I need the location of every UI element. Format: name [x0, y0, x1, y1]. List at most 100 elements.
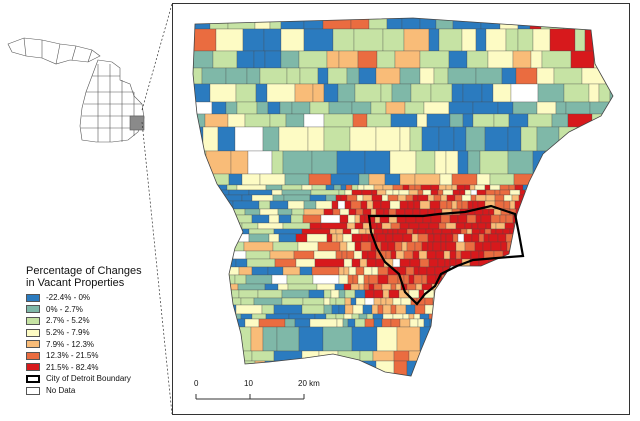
census-tract	[427, 241, 434, 252]
census-tract	[355, 266, 365, 276]
census-tract	[514, 184, 524, 191]
census-tract	[351, 258, 361, 268]
legend-class-row: 21.5% - 82.4%	[26, 362, 176, 374]
census-tract	[566, 241, 590, 252]
census-tract	[280, 28, 305, 52]
census-tract	[421, 274, 428, 285]
legend-swatch	[26, 328, 40, 337]
legend-class-row: 7.9% - 12.3%	[26, 338, 176, 350]
census-tract	[423, 101, 450, 115]
census-tract	[336, 233, 344, 243]
census-tract	[433, 233, 442, 243]
census-tract	[211, 101, 227, 115]
census-tract	[408, 189, 419, 196]
census-tract	[302, 297, 325, 306]
census-tract	[320, 214, 341, 224]
census-tract	[526, 297, 534, 306]
census-tract	[269, 200, 289, 210]
census-tract	[441, 274, 453, 285]
census-tract	[244, 318, 260, 328]
census-tract	[283, 194, 311, 202]
census-tract	[361, 189, 373, 196]
census-tract	[485, 313, 494, 320]
census-tract	[492, 83, 512, 103]
census-tract	[370, 208, 377, 216]
census-tract	[437, 189, 444, 196]
census-tract	[538, 189, 548, 196]
census-tract	[490, 228, 497, 235]
census-tract	[455, 283, 467, 291]
census-tract	[528, 208, 535, 216]
census-tract	[575, 304, 592, 315]
census-tract	[469, 274, 479, 285]
census-tract	[537, 350, 564, 362]
census-tract	[395, 304, 407, 315]
census-tract	[342, 318, 349, 328]
census-tract	[312, 83, 325, 103]
census-tract	[210, 318, 222, 328]
census-tract	[343, 313, 353, 320]
census-tract	[464, 184, 471, 191]
census-tract	[433, 67, 449, 85]
census-tract	[227, 113, 246, 128]
census-tract	[375, 360, 395, 376]
census-tract	[288, 313, 316, 320]
census-tract	[209, 18, 229, 30]
census-tract	[446, 200, 453, 210]
census-tract	[543, 250, 551, 260]
census-tract	[497, 258, 506, 268]
census-tract	[394, 241, 403, 252]
census-tract	[204, 113, 229, 128]
census-tract	[442, 304, 451, 315]
census-tract	[480, 214, 492, 224]
census-tract	[390, 222, 401, 230]
census-tract	[558, 274, 570, 285]
census-tract	[467, 200, 474, 210]
census-tract	[419, 326, 443, 352]
census-tract	[589, 101, 613, 115]
census-tract	[510, 350, 539, 362]
census-tract	[556, 313, 568, 320]
census-tract	[193, 184, 216, 191]
census-tract	[395, 250, 405, 260]
census-tract	[364, 150, 391, 175]
census-tract	[539, 228, 549, 235]
census-tract	[549, 289, 557, 299]
census-tract	[472, 101, 499, 115]
census-tract	[335, 313, 345, 320]
census-tract	[306, 233, 328, 243]
census-tract	[445, 360, 458, 376]
census-tract	[489, 326, 510, 352]
census-tract	[282, 266, 301, 276]
census-tract	[213, 228, 237, 235]
census-tract	[193, 28, 217, 52]
census-tract	[193, 150, 207, 175]
census-tract	[512, 50, 532, 69]
census-tract	[215, 313, 242, 320]
census-tract	[507, 150, 534, 175]
census-tract	[395, 208, 406, 216]
census-tract	[359, 214, 366, 224]
census-tract	[279, 101, 293, 115]
legend-class-row: 12.3% - 21.5%	[26, 350, 176, 362]
census-tract	[408, 274, 415, 285]
census-tract	[540, 233, 551, 243]
census-tract	[612, 208, 613, 216]
census-tract	[404, 208, 414, 216]
boundary-label: City of Detroit Boundary	[46, 374, 131, 384]
census-tract	[429, 200, 441, 210]
scale-tick-20: 20 km	[298, 379, 320, 388]
census-tract	[548, 208, 555, 216]
census-tract	[323, 208, 334, 216]
legend-swatch	[26, 351, 40, 360]
census-tract	[371, 304, 379, 315]
census-tract	[463, 233, 473, 243]
census-tract	[496, 289, 508, 299]
census-tract	[438, 184, 447, 191]
scale-bar-line	[195, 394, 305, 400]
census-tract	[360, 200, 368, 210]
census-tract	[547, 228, 558, 235]
census-tract	[509, 189, 521, 196]
census-tract	[387, 241, 396, 252]
census-tract	[487, 297, 494, 306]
